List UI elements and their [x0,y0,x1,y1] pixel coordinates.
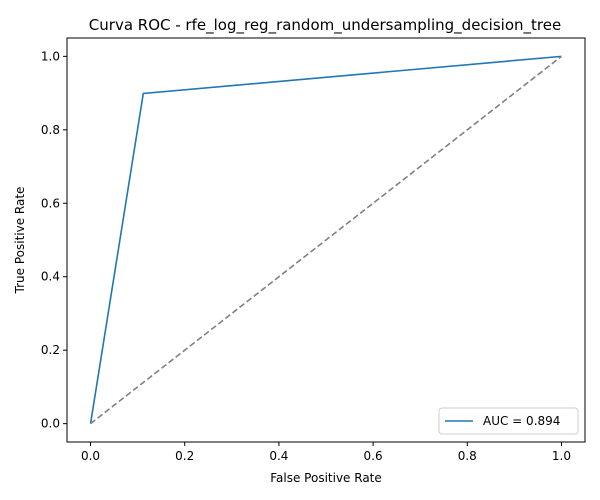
y-axis-ticks: 0.0 0.2 0.4 0.6 0.8 1.0 [41,49,67,431]
x-tick-label: 0.8 [458,449,477,463]
x-tick-label: 0.4 [269,449,288,463]
x-tick-label: 0.6 [364,449,383,463]
y-axis-label: True Positive Rate [13,187,27,295]
y-tick-label: 1.0 [41,49,60,63]
x-tick-label: 0.0 [81,449,100,463]
y-tick-label: 0.4 [41,270,60,284]
y-tick-label: 0.0 [41,417,60,431]
series-layer [89,55,562,425]
legend-box [438,407,579,435]
x-tick-label: 1.0 [552,449,571,463]
y-tick-label: 0.6 [41,196,60,210]
legend: AUC = 0.894 [438,407,579,435]
y-tick-label: 0.8 [41,123,60,137]
x-tick-label: 0.2 [175,449,194,463]
legend-label: AUC = 0.894 [483,414,560,428]
x-axis-ticks: 0.0 0.2 0.4 0.6 0.8 1.0 [81,442,571,463]
y-tick-label: 0.2 [41,343,60,357]
plot-frame [66,37,586,443]
x-axis-label: False Positive Rate [270,471,382,485]
chance-diagonal-line [90,55,562,425]
chart-title: Curva ROC - rfe_log_reg_random_undersamp… [89,16,561,35]
roc-curve-line [89,55,562,424]
